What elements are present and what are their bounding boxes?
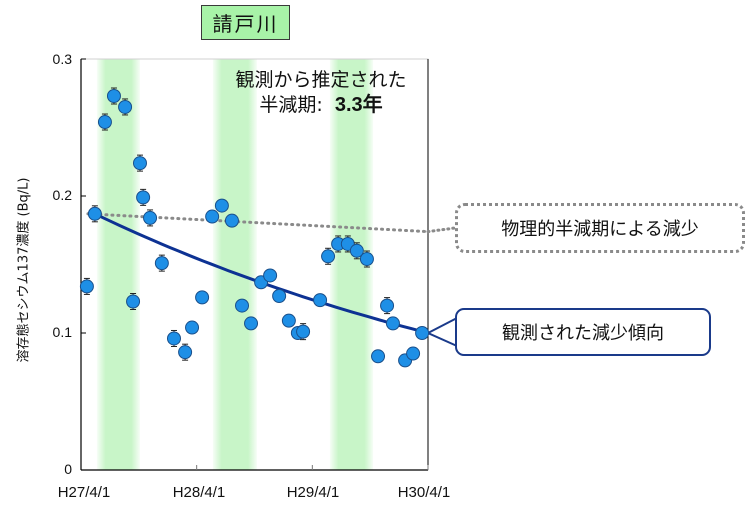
- physical-callout-connector: [426, 226, 457, 234]
- data-point: [185, 320, 200, 335]
- data-point: [195, 290, 210, 305]
- data-point: [166, 331, 181, 346]
- y-tick-0.3: 0.3: [52, 51, 72, 67]
- data-point: [136, 190, 151, 205]
- season-band: [212, 59, 257, 470]
- annotation-line1: 観測から推定された: [235, 69, 407, 91]
- data-point: [132, 156, 147, 171]
- y-tick-0: 0: [64, 461, 72, 477]
- annotation-line2: 半減期: 3.3年: [216, 93, 426, 118]
- data-point: [205, 209, 220, 224]
- data-point: [371, 349, 386, 364]
- x-tick-h29: H29/4/1: [286, 484, 340, 501]
- data-point: [263, 268, 278, 283]
- chart-title: 請戸川: [201, 5, 290, 40]
- data-point: [235, 298, 250, 313]
- physical-decay-line: [86, 212, 430, 234]
- half-life-annotation: 観測から推定された 半減期: 3.3年: [216, 68, 426, 118]
- data-point: [214, 198, 229, 213]
- physical-decay-callout: 物理的半減期による減少: [455, 203, 745, 253]
- data-point: [321, 249, 336, 264]
- data-point: [313, 293, 328, 308]
- data-point: [97, 115, 112, 130]
- x-tick-h28: H28/4/1: [172, 484, 226, 501]
- data-point: [385, 316, 400, 331]
- data-point: [143, 210, 158, 225]
- data-point: [349, 243, 364, 258]
- y-axis-label: 溶存態セシウム137濃度 (Bq/L): [16, 177, 32, 363]
- data-point: [296, 324, 311, 339]
- observed-trend-line: [94, 212, 429, 335]
- data-point: [406, 346, 421, 361]
- x-tick-h30: H30/4/1: [397, 484, 451, 501]
- data-point: [224, 213, 239, 228]
- data-point: [87, 206, 102, 221]
- half-life-label: 半減期:: [259, 94, 323, 116]
- data-point: [244, 316, 259, 331]
- observed-trend-callout: 観測された減少傾向: [455, 308, 711, 356]
- data-point: [154, 256, 169, 271]
- data-point: [380, 298, 395, 313]
- data-point: [126, 294, 141, 309]
- data-point: [415, 326, 430, 340]
- y-tick-0.2: 0.2: [52, 187, 72, 203]
- x-tick-h27: H27/4/1: [57, 484, 111, 501]
- y-tick-0.1: 0.1: [52, 324, 72, 340]
- half-life-value: 3.3年: [334, 94, 383, 116]
- data-point: [106, 88, 121, 103]
- observed-callout-connector: [425, 316, 458, 348]
- data-point: [79, 279, 94, 294]
- data-point: [359, 252, 374, 267]
- data-point: [272, 289, 287, 304]
- data-point: [118, 99, 133, 114]
- data-point: [281, 313, 296, 328]
- data-point: [178, 345, 193, 360]
